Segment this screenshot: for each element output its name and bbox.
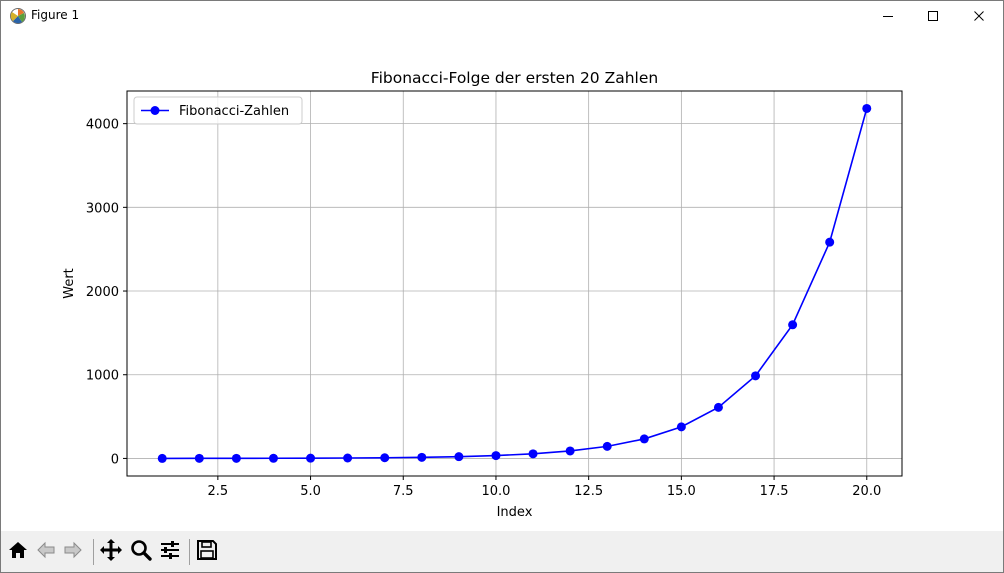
configure-subplots-icon: [158, 538, 182, 566]
figure-canvas[interactable]: 2.5 5.0 7.5 10.0 12.5 15.0 17.5 20.0 0 1000 2000 30…: [1, 30, 1003, 531]
y-tick-label: 2000: [86, 285, 119, 300]
data-point: [788, 320, 798, 330]
home-icon: [7, 539, 29, 565]
legend-box: [133, 96, 303, 125]
data-point: [231, 453, 241, 463]
maximize-icon: [927, 10, 939, 22]
x-tick-label: 17.5: [760, 484, 789, 499]
forward-arrow-icon: [62, 539, 84, 565]
y-tick-label: 1000: [86, 369, 119, 384]
save-button[interactable]: [195, 540, 219, 564]
x-axis-label: Index: [497, 505, 533, 520]
series-layer: [157, 103, 872, 463]
back-arrow-icon: [35, 539, 57, 565]
data-point: [157, 453, 167, 463]
ticks: 2.5 5.0 7.5 10.0 12.5 15.0 17.5 20.0 0 1000 2000 30…: [86, 118, 881, 499]
y-tick-label: 0: [111, 452, 119, 467]
data-point: [454, 452, 464, 462]
data-point: [417, 452, 427, 462]
x-tick-label: 2.5: [208, 484, 229, 499]
data-point: [602, 441, 612, 451]
x-tick-label: 5.0: [300, 484, 321, 499]
data-point: [825, 237, 835, 247]
pan-move-icon: [99, 538, 123, 566]
title-bar[interactable]: Figure 1: [1, 1, 1003, 30]
data-point: [528, 449, 538, 459]
close-button[interactable]: [956, 1, 1002, 30]
subplots-button[interactable]: [158, 540, 182, 564]
data-point: [713, 402, 723, 412]
toolbar-separator: [93, 539, 94, 565]
navigation-toolbar: [1, 531, 1003, 572]
toolbar-separator: [189, 539, 190, 565]
data-point: [751, 371, 761, 381]
minimize-icon: [882, 10, 894, 22]
data-point: [491, 451, 501, 461]
x-tick-label: 12.5: [574, 484, 603, 499]
grid-lines: [127, 91, 902, 476]
data-point: [676, 422, 686, 432]
legend: Fibonacci-Zahlen: [133, 96, 303, 125]
home-button[interactable]: [6, 540, 30, 564]
zoom-button[interactable]: [129, 540, 153, 564]
data-point: [380, 453, 390, 463]
line-chart: 2.5 5.0 7.5 10.0 12.5 15.0 17.5 20.0 0 1000 2000 30…: [62, 69, 903, 520]
y-tick-label: 4000: [86, 118, 119, 133]
x-tick-label: 7.5: [393, 484, 414, 499]
x-tick-label: 20.0: [852, 484, 881, 499]
close-icon: [973, 10, 985, 22]
data-point: [343, 453, 353, 463]
axes-frame: [126, 90, 903, 477]
data-point: [862, 103, 872, 113]
data-point: [268, 453, 278, 463]
save-floppy-icon: [196, 539, 218, 565]
legend-label: Fibonacci-Zahlen: [179, 104, 289, 119]
maximize-button[interactable]: [910, 1, 956, 30]
zoom-magnifier-icon: [129, 538, 153, 566]
matplotlib-logo-icon: [9, 7, 27, 25]
back-button[interactable]: [34, 540, 58, 564]
x-tick-label: 15.0: [667, 484, 696, 499]
minimize-button[interactable]: [865, 1, 911, 30]
window-title: Figure 1: [31, 8, 80, 22]
series-line: [162, 108, 868, 460]
forward-button[interactable]: [61, 540, 85, 564]
y-axis-label: Wert: [62, 268, 77, 299]
pan-button[interactable]: [99, 538, 123, 566]
legend-marker: [150, 106, 160, 115]
data-point: [565, 446, 575, 456]
chart-title: Fibonacci-Folge der ersten 20 Zahlen: [371, 69, 658, 87]
data-point: [306, 453, 316, 463]
x-tick-label: 10.0: [481, 484, 510, 499]
data-point: [194, 453, 204, 463]
y-tick-label: 3000: [86, 201, 119, 216]
data-point: [639, 434, 649, 444]
